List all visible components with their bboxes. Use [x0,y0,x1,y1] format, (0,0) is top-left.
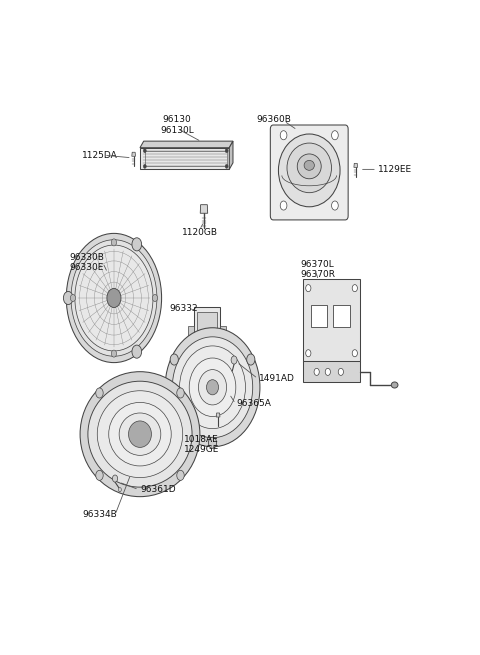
Circle shape [132,238,142,251]
Circle shape [111,350,117,357]
Ellipse shape [206,380,218,395]
Ellipse shape [391,382,398,388]
Circle shape [71,295,75,301]
Ellipse shape [180,346,245,428]
Circle shape [132,345,142,358]
Circle shape [338,368,344,375]
Circle shape [144,149,146,153]
Ellipse shape [278,134,340,207]
Ellipse shape [71,240,157,356]
Text: 1125DA: 1125DA [83,151,118,160]
Bar [193,307,220,346]
Circle shape [352,350,358,357]
Polygon shape [140,141,233,147]
Circle shape [144,164,146,168]
Text: 96370L
96370R: 96370L 96370R [300,259,335,279]
Ellipse shape [109,402,171,466]
Circle shape [280,131,287,140]
Ellipse shape [75,245,153,351]
Circle shape [225,149,228,153]
Bar [311,305,327,327]
Text: 1129EE: 1129EE [378,165,412,174]
Bar [334,305,350,327]
Circle shape [280,201,287,210]
Circle shape [352,285,358,291]
Text: 1018AE
1249GE: 1018AE 1249GE [184,434,219,454]
Ellipse shape [129,421,151,447]
Ellipse shape [198,369,227,405]
Circle shape [225,164,228,168]
Bar [220,326,226,341]
Circle shape [96,388,103,398]
Circle shape [306,285,311,291]
Circle shape [314,368,319,375]
Bar [204,346,210,354]
Text: 96361D: 96361D [140,485,176,494]
Ellipse shape [107,288,121,308]
Text: 96334B: 96334B [83,510,117,519]
Circle shape [177,388,184,398]
Polygon shape [229,141,233,170]
Bar [196,346,203,354]
Circle shape [247,354,255,365]
Bar [188,326,193,341]
Text: 96332: 96332 [170,303,198,312]
Ellipse shape [97,391,183,477]
Bar [303,279,360,362]
Ellipse shape [88,381,192,487]
FancyBboxPatch shape [270,125,348,220]
Text: 1120GB: 1120GB [181,228,217,237]
Polygon shape [200,204,208,214]
Ellipse shape [297,154,321,179]
Circle shape [177,470,184,480]
Circle shape [332,131,338,140]
Polygon shape [354,163,358,168]
Circle shape [325,368,330,375]
Ellipse shape [119,413,161,455]
Circle shape [111,239,117,246]
Circle shape [231,356,237,364]
Circle shape [119,487,121,492]
Text: 1491AD: 1491AD [259,374,295,383]
Circle shape [112,475,118,482]
Polygon shape [132,152,135,157]
Ellipse shape [304,160,314,170]
Text: 96365A: 96365A [237,400,272,409]
Bar [197,312,216,341]
Ellipse shape [172,337,252,438]
Text: 96130
96130L: 96130 96130L [160,115,194,135]
Ellipse shape [80,371,200,496]
Ellipse shape [189,358,236,417]
Circle shape [63,291,73,305]
Bar [211,346,217,354]
Text: 96330B
96330E: 96330B 96330E [69,253,104,272]
Circle shape [208,437,216,448]
Circle shape [170,354,179,365]
Ellipse shape [287,143,332,193]
Circle shape [306,350,311,357]
Polygon shape [216,413,220,417]
Circle shape [96,470,103,480]
Bar [303,362,360,383]
Text: 96360B: 96360B [256,115,291,124]
Circle shape [332,201,338,210]
Circle shape [152,295,157,301]
Ellipse shape [165,328,260,447]
Polygon shape [140,147,229,170]
Ellipse shape [66,233,162,363]
